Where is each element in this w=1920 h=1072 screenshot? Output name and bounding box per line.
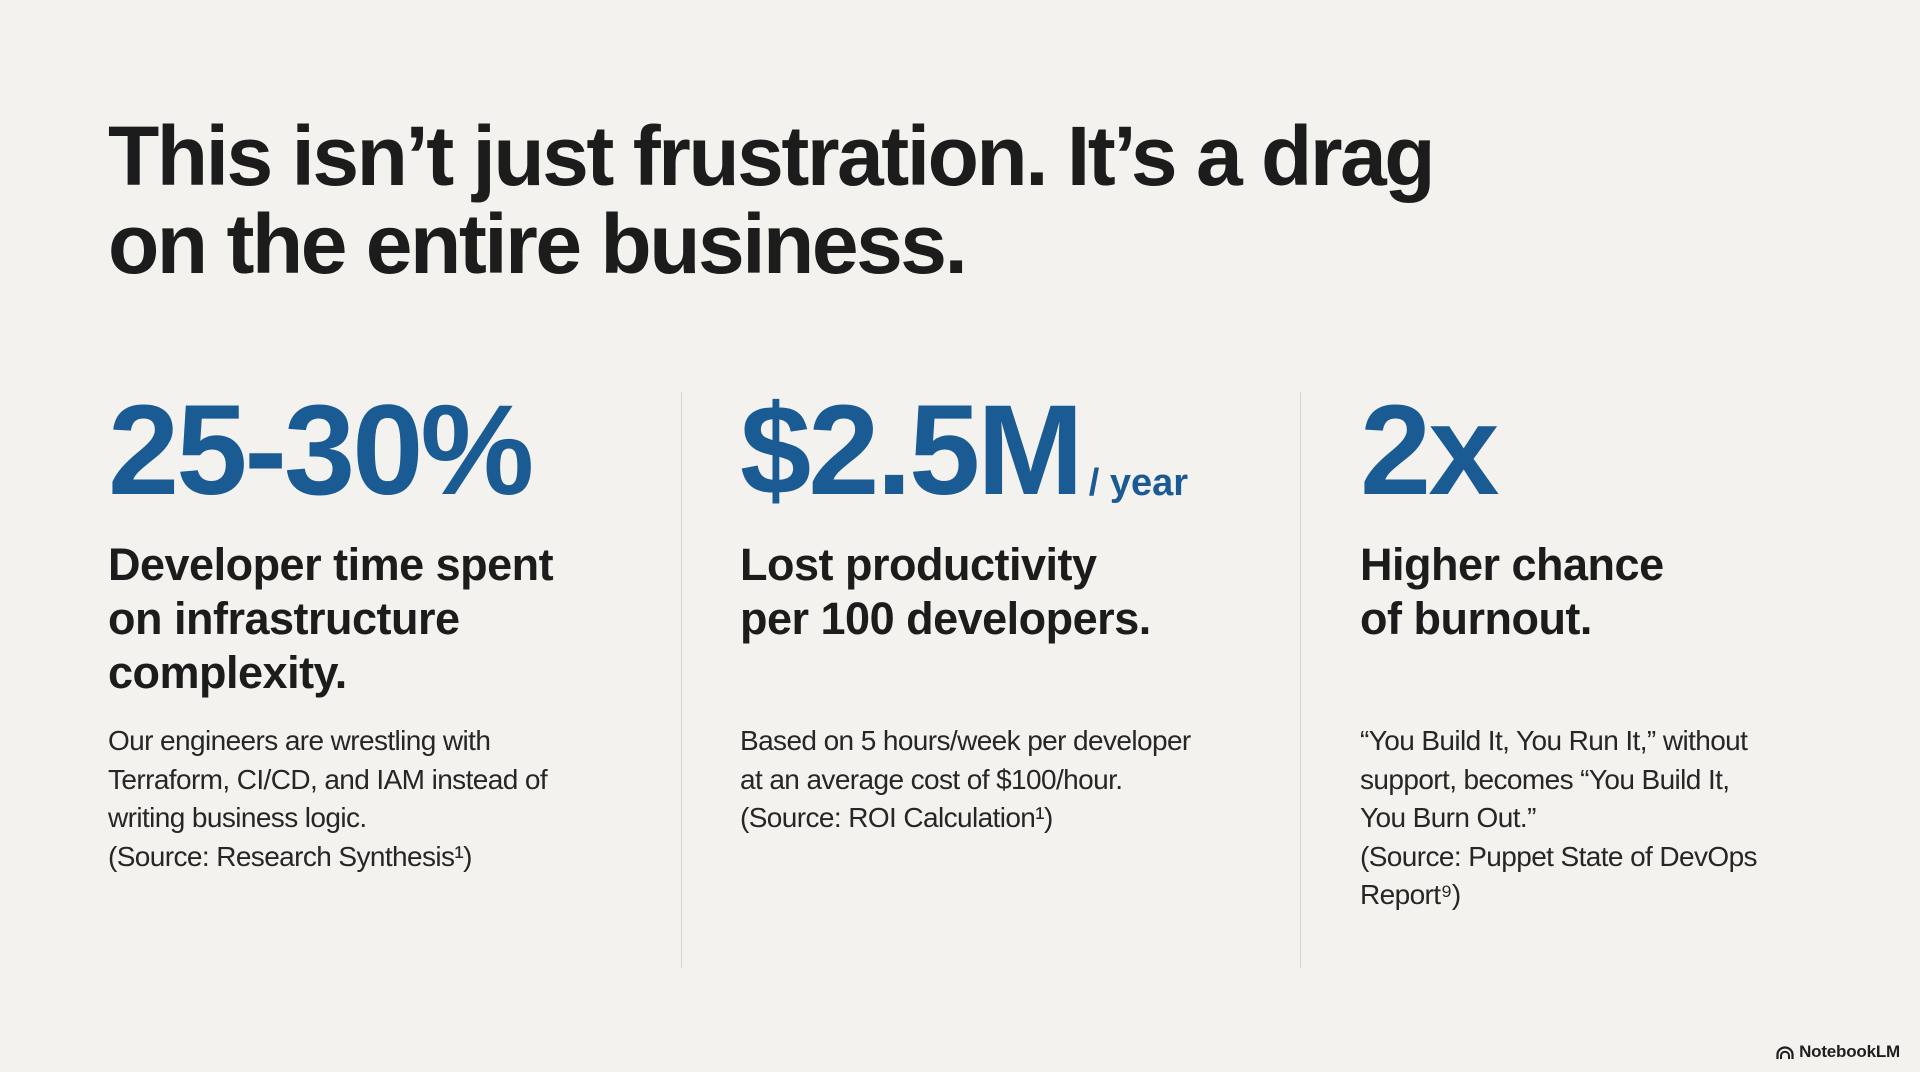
stat-value: $2.5M bbox=[740, 379, 1084, 522]
stat-column-developer-time: 25-30% Developer time spent on infrastru… bbox=[108, 380, 628, 876]
slide-title-line: This isn’t just frustration. It’s a drag bbox=[108, 109, 1436, 203]
stat-description-line: Based on 5 hours/week per developer bbox=[740, 725, 1191, 756]
notebooklm-branding: NotebookLM bbox=[1776, 1042, 1900, 1062]
stat-value: 2x bbox=[1360, 379, 1499, 522]
stat-figure: 2x bbox=[1360, 379, 1880, 522]
stat-source-line: (Source: Research Synthesis¹) bbox=[108, 840, 472, 872]
stat-source-line: (Source: ROI Calculation¹) bbox=[740, 802, 1053, 833]
stat-source-line: Report⁹) bbox=[1360, 879, 1461, 910]
brand-label: NotebookLM bbox=[1799, 1042, 1900, 1061]
stat-source-line: (Source: Puppet State of DevOps bbox=[1360, 840, 1758, 872]
stat-column-lost-productivity: $2.5M / year Lost productivity per 100 d… bbox=[740, 380, 1260, 838]
stat-headline-line: Higher chance bbox=[1360, 539, 1664, 590]
column-divider bbox=[1300, 392, 1301, 968]
stat-headline: Lost productivity per 100 developers. bbox=[740, 538, 1260, 716]
stat-headline-line: of burnout. bbox=[1360, 593, 1592, 644]
stat-description: “You Build It, You Run It,” without supp… bbox=[1360, 722, 1880, 915]
slide-title: This isn’t just frustration. It’s a drag… bbox=[108, 112, 1668, 288]
stat-description-line: Terraform, CI/CD, and IAM instead of bbox=[108, 763, 548, 795]
stat-value: 25-30% bbox=[108, 379, 534, 522]
stat-figure: $2.5M / year bbox=[740, 379, 1260, 522]
stat-description-line: writing business logic. bbox=[108, 802, 367, 833]
stat-description: Our engineers are wrestling with Terrafo… bbox=[108, 722, 628, 876]
stat-column-burnout: 2x Higher chance of burnout. “You Build … bbox=[1360, 380, 1880, 915]
stat-headline-line: complexity. bbox=[108, 647, 347, 698]
stat-description-line: support, becomes “You Build It, bbox=[1360, 763, 1730, 795]
stat-figure: 25-30% bbox=[108, 379, 628, 522]
stat-headline-line: Lost productivity bbox=[740, 539, 1097, 590]
stat-headline: Developer time spent on infrastructure c… bbox=[108, 538, 628, 716]
stat-description-line: You Burn Out.” bbox=[1360, 802, 1536, 833]
stat-headline: Higher chance of burnout. bbox=[1360, 538, 1880, 716]
stat-headline-line: Developer time spent bbox=[108, 539, 554, 590]
stat-description-line: at an average cost of $100/hour. bbox=[740, 763, 1123, 795]
stat-description: Based on 5 hours/week per developer at a… bbox=[740, 722, 1260, 838]
column-divider bbox=[681, 392, 682, 968]
stat-headline-line: per 100 developers. bbox=[740, 593, 1151, 644]
stat-description-line: “You Build It, You Run It,” without bbox=[1360, 725, 1748, 756]
stat-unit: / year bbox=[1088, 462, 1189, 504]
slide-title-line: on the entire business. bbox=[108, 197, 968, 291]
notebooklm-logo-icon bbox=[1776, 1045, 1794, 1059]
stat-headline-line: on infrastructure bbox=[108, 593, 460, 644]
stat-description-line: Our engineers are wrestling with bbox=[108, 725, 491, 756]
